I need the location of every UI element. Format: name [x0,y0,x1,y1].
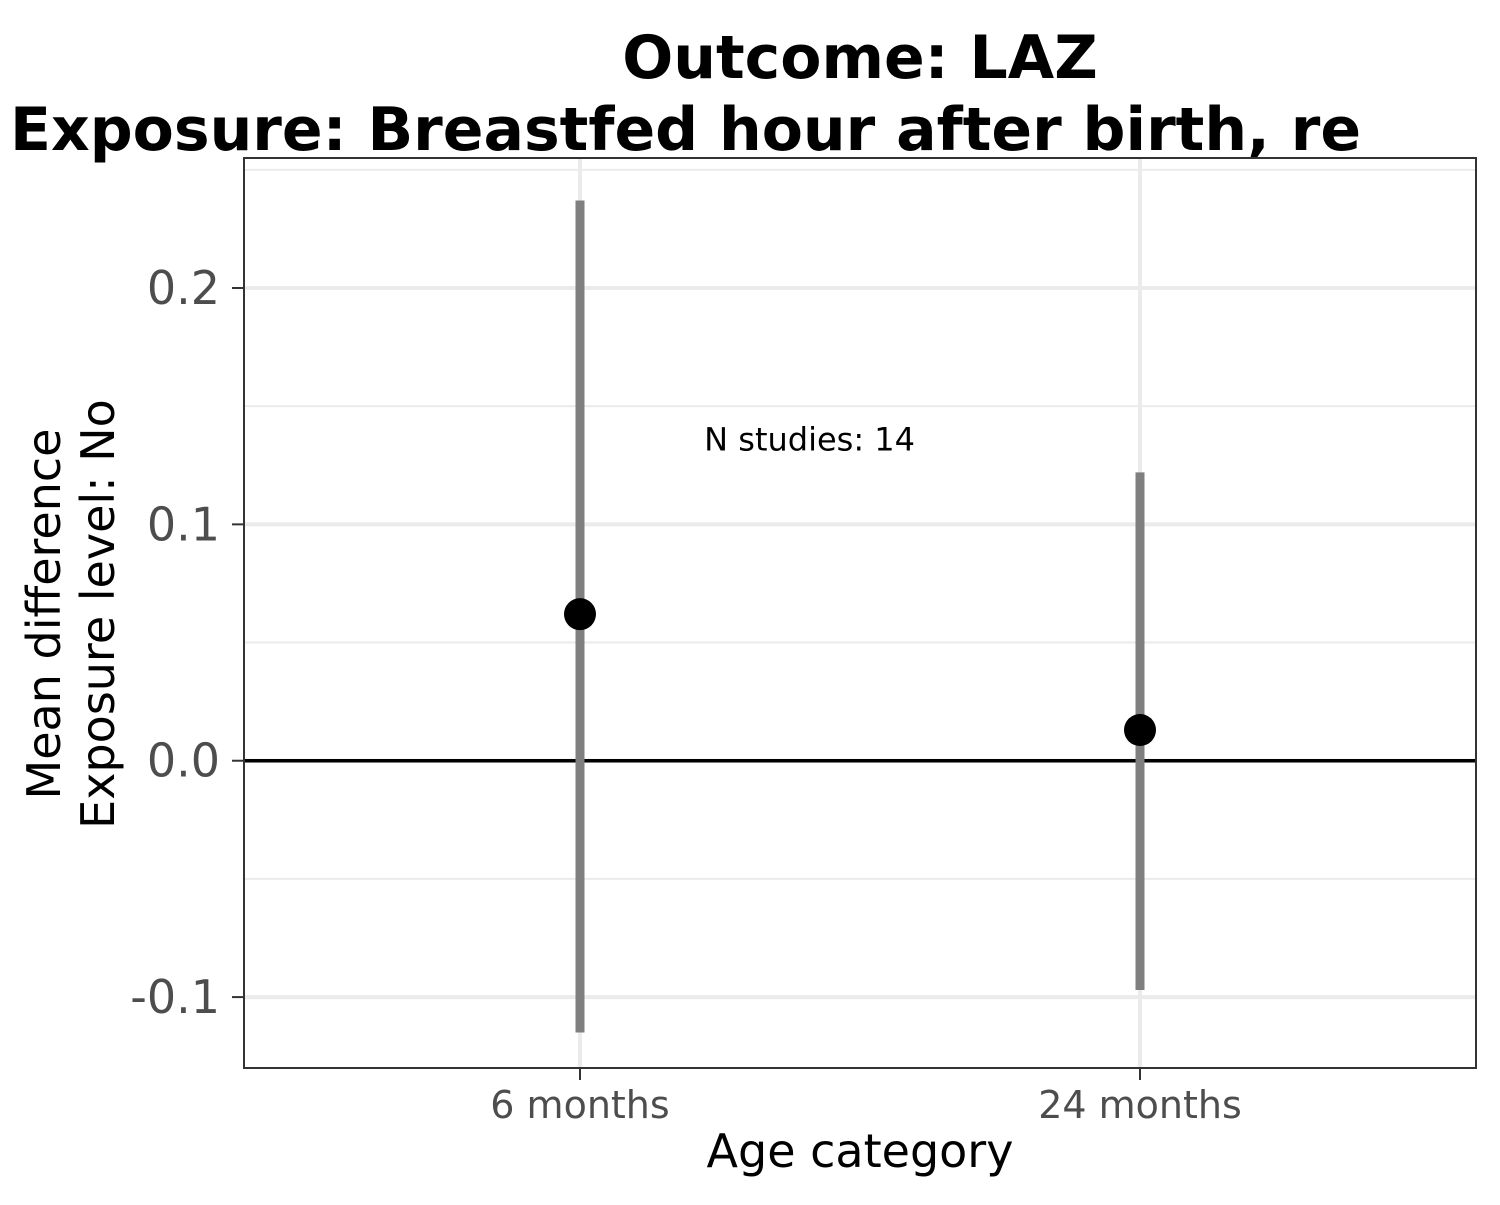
point-estimate-2 [1124,714,1156,746]
y-tick-label: 0.0 [147,734,220,788]
point-estimate-1 [564,598,596,631]
x-tick-label: 6 months [490,1083,669,1127]
y-tick-label: 0.2 [147,261,220,315]
y-axis-title: Mean difference Exposure level: No [17,399,125,829]
n-studies-annotation: N studies: 14 [704,420,915,458]
y-axis-title-line-2: Exposure level: No [71,399,125,829]
y-tick-label: 0.1 [147,497,220,551]
y-tick-label: -0.1 [130,970,220,1024]
y-axis-title-line-1: Mean difference [17,429,71,800]
chart-subtitle: Exposure: Breastfed hour after birth, re [10,95,1361,165]
x-axis: 6 months 24 months [490,1068,1242,1127]
y-axis: -0.1 0.0 0.1 0.2 [130,261,244,1024]
x-axis-title: Age category [707,1124,1014,1178]
chart-title: Outcome: LAZ [622,23,1097,93]
panel-border [243,157,1477,1069]
point-layer [564,598,1156,746]
x-tick-label: 24 months [1038,1083,1242,1127]
